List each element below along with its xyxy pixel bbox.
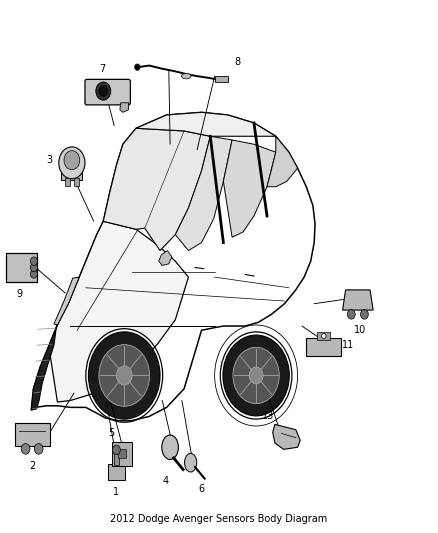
FancyBboxPatch shape (14, 423, 49, 446)
Text: 3: 3 (46, 155, 52, 165)
Text: 2012 Dodge Avenger Sensors Body Diagram: 2012 Dodge Avenger Sensors Body Diagram (110, 514, 328, 524)
Circle shape (21, 443, 30, 454)
Text: 8: 8 (234, 57, 240, 67)
Polygon shape (273, 424, 300, 449)
Polygon shape (223, 140, 276, 237)
Circle shape (347, 310, 355, 319)
Text: 10: 10 (354, 325, 366, 335)
Polygon shape (175, 136, 232, 251)
Text: 13: 13 (262, 410, 275, 421)
Ellipse shape (184, 454, 197, 472)
Circle shape (99, 345, 150, 406)
Circle shape (223, 335, 289, 416)
Text: 11: 11 (342, 340, 354, 350)
Bar (215, 76, 228, 82)
Text: 7: 7 (99, 64, 106, 74)
Circle shape (30, 263, 37, 272)
FancyBboxPatch shape (7, 253, 37, 282)
Circle shape (233, 348, 279, 403)
Ellipse shape (181, 74, 191, 79)
Polygon shape (49, 221, 188, 402)
FancyBboxPatch shape (108, 464, 125, 480)
Text: 5: 5 (108, 427, 114, 438)
FancyBboxPatch shape (113, 442, 132, 466)
Circle shape (96, 82, 111, 100)
Circle shape (360, 310, 368, 319)
Circle shape (34, 443, 43, 454)
Bar (65, 178, 70, 185)
Text: 4: 4 (162, 476, 169, 486)
Circle shape (321, 334, 326, 339)
Circle shape (135, 64, 140, 70)
Polygon shape (31, 112, 315, 421)
Polygon shape (31, 325, 57, 410)
Bar (118, 449, 127, 458)
Polygon shape (159, 251, 172, 265)
Polygon shape (136, 112, 276, 136)
FancyBboxPatch shape (85, 79, 131, 105)
Circle shape (30, 257, 37, 265)
Polygon shape (120, 103, 129, 112)
Polygon shape (54, 277, 79, 325)
Circle shape (249, 367, 263, 384)
Text: 1: 1 (113, 487, 120, 497)
Circle shape (113, 445, 120, 455)
Bar (114, 451, 119, 465)
Text: 2: 2 (29, 461, 35, 471)
Circle shape (64, 151, 80, 169)
Circle shape (99, 86, 108, 96)
Circle shape (30, 270, 37, 278)
Polygon shape (343, 290, 373, 310)
FancyBboxPatch shape (306, 338, 341, 357)
Circle shape (59, 147, 85, 179)
Circle shape (88, 332, 160, 419)
Polygon shape (267, 136, 297, 187)
Polygon shape (103, 128, 210, 251)
Text: 9: 9 (16, 289, 22, 299)
Circle shape (117, 366, 132, 385)
Bar (317, 333, 330, 340)
FancyBboxPatch shape (61, 162, 82, 180)
Ellipse shape (162, 435, 178, 459)
Bar (74, 178, 79, 185)
Text: 6: 6 (198, 484, 205, 494)
